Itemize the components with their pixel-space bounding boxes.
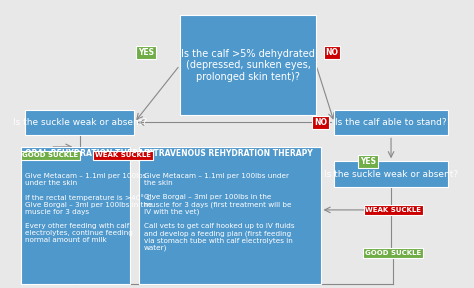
Text: NO: NO bbox=[314, 118, 327, 127]
FancyBboxPatch shape bbox=[334, 161, 448, 187]
Text: YES: YES bbox=[138, 48, 154, 57]
Text: GOOD SUCKLE: GOOD SUCKLE bbox=[365, 250, 421, 256]
Text: WEAK SUCKLE: WEAK SUCKLE bbox=[95, 152, 151, 158]
Text: NO: NO bbox=[326, 48, 338, 57]
Text: Is the calf >5% dehydrated
(depressed, sunken eyes,
prolonged skin tent)?: Is the calf >5% dehydrated (depressed, s… bbox=[181, 49, 315, 82]
Text: YES: YES bbox=[360, 157, 376, 166]
Text: GOOD SUCKLE: GOOD SUCKLE bbox=[22, 152, 79, 158]
Text: Is the suckle weak or absent?: Is the suckle weak or absent? bbox=[324, 170, 458, 179]
FancyBboxPatch shape bbox=[21, 147, 130, 285]
Text: ORAL REHYDRATION THERAPY: ORAL REHYDRATION THERAPY bbox=[26, 149, 155, 158]
FancyBboxPatch shape bbox=[180, 15, 316, 115]
Text: Is the suckle weak or absent?: Is the suckle weak or absent? bbox=[13, 118, 147, 127]
Text: WEAK SUCKLE: WEAK SUCKLE bbox=[365, 207, 421, 213]
FancyBboxPatch shape bbox=[334, 110, 448, 135]
Text: INTRAVENOUS REHYDRATION THERAPY: INTRAVENOUS REHYDRATION THERAPY bbox=[144, 149, 312, 158]
FancyBboxPatch shape bbox=[26, 110, 135, 135]
Text: Is the calf able to stand?: Is the calf able to stand? bbox=[335, 118, 447, 127]
FancyBboxPatch shape bbox=[139, 147, 320, 285]
Text: Give Metacam – 1.1ml per 100lbs under
the skin

Give Borgal – 3ml per 100lbs in : Give Metacam – 1.1ml per 100lbs under th… bbox=[144, 166, 294, 251]
Text: Give Metacam – 1.1ml per 100lbs
under the skin

If the rectal temperature is >40: Give Metacam – 1.1ml per 100lbs under th… bbox=[26, 166, 154, 243]
